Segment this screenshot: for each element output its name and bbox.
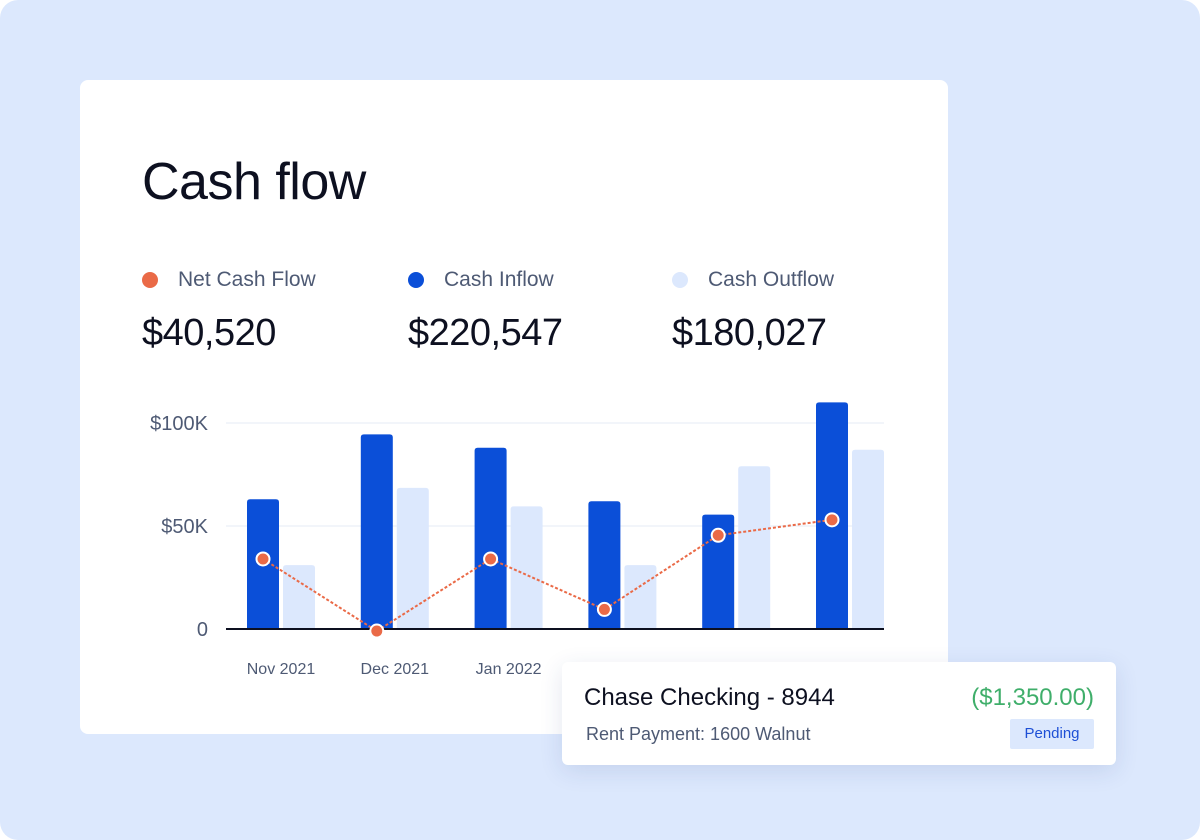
net-cash-flow-point bbox=[596, 601, 612, 617]
cash-inflow-legend-dot bbox=[408, 272, 424, 288]
inflow-bar bbox=[474, 447, 507, 629]
outflow-bar bbox=[852, 449, 884, 629]
y-tick-label: 0 bbox=[197, 619, 208, 641]
metric-cash-outflow: Cash Outflow $180,027 bbox=[672, 268, 834, 355]
metric-value: $40,520 bbox=[142, 312, 276, 354]
transaction-account: Chase Checking - 8944 bbox=[584, 684, 835, 711]
outflow-bar bbox=[624, 565, 657, 629]
metric-value: $220,547 bbox=[408, 312, 563, 354]
outflow-bar bbox=[738, 466, 771, 629]
net-cash-flow-point bbox=[824, 512, 840, 528]
metric-label: Cash Inflow bbox=[444, 268, 554, 291]
net-cash-flow-legend-dot bbox=[142, 272, 158, 288]
metric-net-cash-flow: Net Cash Flow $40,520 bbox=[142, 268, 316, 355]
x-tick-label: Jan 2022 bbox=[476, 661, 542, 678]
net-cash-flow-point bbox=[710, 527, 726, 543]
net-cash-flow-point bbox=[369, 623, 385, 639]
outflow-bar bbox=[396, 487, 429, 629]
metric-label: Net Cash Flow bbox=[178, 268, 316, 291]
metric-value: $180,027 bbox=[672, 312, 827, 354]
x-tick-label: Dec 2021 bbox=[361, 661, 430, 678]
metric-label: Cash Outflow bbox=[708, 268, 835, 291]
net-cash-flow-line bbox=[262, 518, 833, 633]
inflow-bar bbox=[702, 514, 735, 629]
cash-flow-card: Cash flow Net Cash Flow $40,520 Cash Inf… bbox=[80, 80, 948, 734]
outflow-bar bbox=[283, 565, 315, 629]
net-cash-flow-point bbox=[255, 551, 271, 567]
transaction-description: Rent Payment: 1600 Walnut bbox=[586, 724, 811, 744]
inflow-bar bbox=[588, 501, 621, 629]
x-tick-label: Nov 2021 bbox=[247, 661, 316, 678]
status-badge: Pending bbox=[1010, 719, 1094, 749]
transaction-popup[interactable]: Chase Checking - 8944 ($1,350.00) Rent P… bbox=[562, 662, 1116, 765]
y-tick-label: $100K bbox=[150, 413, 208, 435]
card-title: Cash flow bbox=[142, 153, 366, 211]
net-cash-flow-point bbox=[483, 551, 499, 567]
transaction-amount: ($1,350.00) bbox=[971, 684, 1094, 711]
cash-outflow-legend-dot bbox=[672, 272, 688, 288]
outflow-bar bbox=[510, 506, 543, 629]
y-tick-label: $50K bbox=[161, 516, 208, 538]
metric-cash-inflow: Cash Inflow $220,547 bbox=[408, 268, 563, 355]
inflow-bar bbox=[360, 434, 393, 629]
